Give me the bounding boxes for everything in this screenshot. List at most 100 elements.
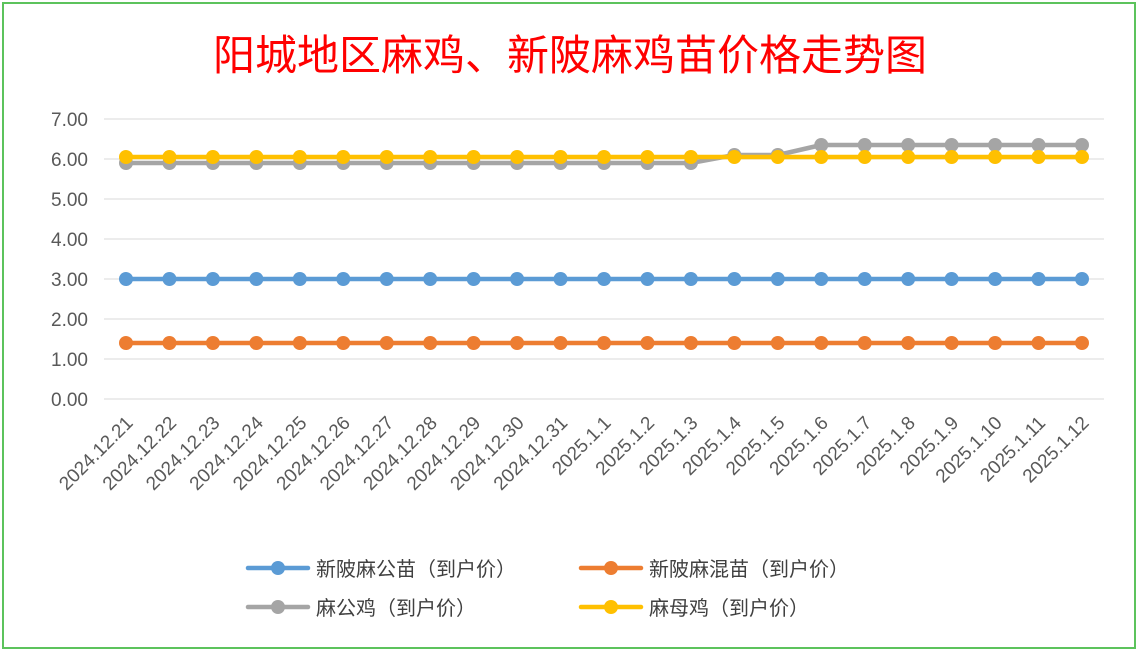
data-point bbox=[727, 336, 742, 350]
data-point bbox=[597, 272, 611, 286]
y-tick-label: 5.00 bbox=[51, 190, 88, 211]
legend-label: 麻母鸡（到户价） bbox=[649, 596, 809, 620]
legend-item: 新陂麻混苗（到户价） bbox=[578, 557, 849, 581]
legend-label: 麻公鸡（到户价） bbox=[316, 596, 476, 620]
data-point bbox=[1075, 272, 1089, 286]
data-point bbox=[292, 272, 307, 286]
data-point bbox=[814, 336, 829, 350]
data-point bbox=[510, 336, 525, 350]
data-point bbox=[1075, 150, 1089, 164]
data-point bbox=[1031, 138, 1046, 152]
data-point bbox=[901, 336, 916, 350]
data-point bbox=[683, 272, 698, 286]
legend-item: 新陂麻公苗（到户价） bbox=[245, 557, 516, 581]
data-point bbox=[423, 336, 438, 350]
legend-marker bbox=[271, 561, 285, 575]
data-point bbox=[901, 138, 916, 152]
data-point bbox=[466, 272, 481, 286]
data-point bbox=[205, 336, 220, 350]
legend-marker bbox=[604, 561, 618, 575]
data-point bbox=[814, 272, 829, 286]
data-point bbox=[988, 138, 1003, 152]
data-point bbox=[814, 150, 829, 164]
legend-item: 麻公鸡（到户价） bbox=[245, 596, 476, 620]
series-4 bbox=[119, 150, 1089, 164]
data-point bbox=[119, 336, 133, 350]
data-point bbox=[944, 138, 959, 152]
data-point bbox=[640, 272, 655, 286]
data-point bbox=[336, 272, 351, 286]
data-point bbox=[857, 138, 872, 152]
data-point bbox=[466, 336, 481, 350]
data-point bbox=[944, 272, 959, 286]
y-tick-label: 0.00 bbox=[51, 390, 88, 411]
data-point bbox=[988, 150, 1003, 164]
data-point bbox=[423, 272, 438, 286]
y-tick-label: 4.00 bbox=[51, 230, 88, 251]
data-point bbox=[292, 336, 307, 350]
data-point bbox=[597, 336, 611, 350]
data-point bbox=[727, 150, 742, 164]
data-point bbox=[640, 150, 655, 164]
data-point bbox=[857, 336, 872, 350]
y-tick-label: 2.00 bbox=[51, 310, 88, 331]
data-point bbox=[249, 336, 264, 350]
y-tick-label: 1.00 bbox=[51, 350, 88, 371]
legend-label: 新陂麻公苗（到户价） bbox=[316, 557, 516, 581]
data-point bbox=[683, 150, 698, 164]
data-point bbox=[162, 272, 177, 286]
data-point bbox=[249, 150, 264, 164]
data-point bbox=[205, 272, 220, 286]
data-point bbox=[857, 272, 872, 286]
data-point bbox=[205, 150, 220, 164]
data-point bbox=[901, 272, 916, 286]
data-point bbox=[1075, 336, 1089, 350]
legend-marker bbox=[271, 600, 285, 614]
data-point bbox=[770, 272, 785, 286]
data-point bbox=[292, 150, 307, 164]
data-point bbox=[553, 150, 568, 164]
data-point bbox=[857, 150, 872, 164]
data-point bbox=[553, 336, 568, 350]
data-point bbox=[553, 272, 568, 286]
data-point bbox=[901, 150, 916, 164]
data-point bbox=[944, 150, 959, 164]
chart-title: 阳城地区麻鸡、新陂麻鸡苗价格走势图 bbox=[212, 31, 927, 80]
data-point bbox=[640, 336, 655, 350]
data-point bbox=[510, 150, 525, 164]
y-tick-label: 3.00 bbox=[51, 270, 88, 291]
data-point bbox=[466, 150, 481, 164]
data-point bbox=[423, 150, 438, 164]
data-point bbox=[770, 336, 785, 350]
data-point bbox=[162, 336, 177, 350]
data-point bbox=[727, 272, 742, 286]
legend-label: 新陂麻混苗（到户价） bbox=[649, 557, 849, 581]
series-1 bbox=[119, 272, 1089, 286]
data-point bbox=[119, 272, 133, 286]
data-point bbox=[119, 150, 133, 164]
legend-item: 麻母鸡（到户价） bbox=[578, 596, 809, 620]
data-point bbox=[814, 138, 829, 152]
data-point bbox=[944, 336, 959, 350]
data-point bbox=[683, 336, 698, 350]
y-tick-label: 7.00 bbox=[51, 110, 88, 131]
legend-marker bbox=[604, 600, 618, 614]
series-2 bbox=[119, 336, 1089, 350]
data-point bbox=[1031, 150, 1046, 164]
data-point bbox=[336, 336, 351, 350]
data-point bbox=[770, 150, 785, 164]
data-point bbox=[510, 272, 525, 286]
data-point bbox=[597, 150, 611, 164]
data-point bbox=[988, 272, 1003, 286]
data-point bbox=[988, 336, 1003, 350]
data-point bbox=[1075, 138, 1089, 152]
y-tick-label: 6.00 bbox=[51, 150, 88, 171]
data-point bbox=[249, 272, 264, 286]
data-point bbox=[379, 336, 394, 350]
data-point bbox=[379, 272, 394, 286]
data-point bbox=[1031, 336, 1046, 350]
data-point bbox=[336, 150, 351, 164]
